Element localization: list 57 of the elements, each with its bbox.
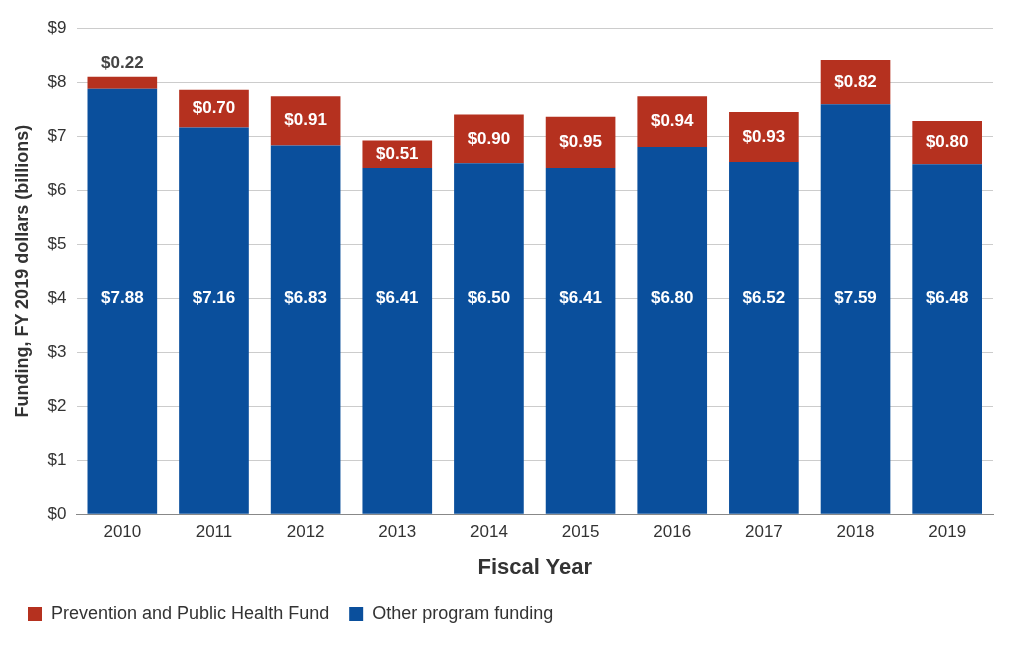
bar: [87, 76, 158, 89]
bar: [545, 168, 616, 514]
bar: [179, 127, 249, 514]
data-label: $0.80: [925, 132, 969, 152]
data-label: $6.52: [742, 287, 786, 307]
y-tick-label: $7: [47, 125, 67, 145]
y-tick-label: $0: [47, 503, 67, 523]
bar: [820, 104, 891, 514]
data-label: $6.41: [376, 287, 419, 307]
bar: [270, 145, 341, 514]
x-tick-label: 2018: [836, 522, 875, 542]
data-label: $0.91: [284, 110, 327, 130]
data-label: $0.95: [559, 132, 602, 152]
data-label: $7.59: [834, 287, 877, 307]
bar: [729, 111, 799, 163]
x-tick-label: 2011: [195, 522, 233, 542]
data-label: $0.93: [742, 126, 786, 146]
data-label: $0.22: [101, 53, 144, 73]
data-label: $6.41: [559, 287, 602, 307]
x-tick-label: 2019: [928, 522, 967, 542]
x-tick-label: 2015: [561, 522, 600, 542]
y-tick-label: $2: [47, 395, 67, 415]
bar: [454, 163, 524, 514]
data-label: $6.50: [467, 287, 511, 307]
data-label: $7.16: [192, 287, 236, 307]
x-axis-title: Fiscal Year: [477, 553, 593, 579]
y-tick-label: $8: [47, 71, 67, 91]
bar: [87, 88, 158, 514]
y-tick-label: $9: [47, 17, 67, 37]
data-label: $0.51: [376, 143, 419, 163]
y-tick-label: $1: [47, 449, 67, 469]
y-axis-title: Funding, FY 2019 dollars (billions): [11, 124, 32, 418]
data-label: $7.88: [101, 287, 144, 307]
data-label: $0.90: [467, 128, 511, 148]
data-label: $6.80: [650, 287, 694, 307]
legend-label: Other program funding: [372, 602, 554, 623]
x-tick-label: 2010: [103, 522, 142, 542]
data-label: $6.83: [284, 287, 327, 307]
data-label: $6.48: [925, 287, 969, 307]
data-label: $0.94: [650, 111, 695, 131]
legend-label: Prevention and Public Health Fund: [51, 602, 330, 623]
data-label: $0.82: [834, 71, 877, 91]
bar: [729, 162, 799, 514]
bar: [637, 96, 708, 147]
x-tick-label: 2016: [653, 522, 692, 542]
x-tick-label: 2013: [378, 522, 417, 542]
bar: [637, 147, 708, 514]
x-tick-label: 2012: [286, 522, 325, 542]
y-tick-label: $3: [47, 341, 67, 361]
y-tick-label: $5: [47, 233, 67, 253]
bar: [362, 168, 433, 514]
x-tick-label: 2017: [744, 522, 783, 542]
bar: [912, 164, 982, 514]
y-tick-label: $6: [47, 179, 67, 199]
data-label: $0.70: [192, 98, 236, 118]
y-tick-label: $4: [47, 287, 67, 307]
x-tick-label: 2014: [470, 522, 508, 542]
